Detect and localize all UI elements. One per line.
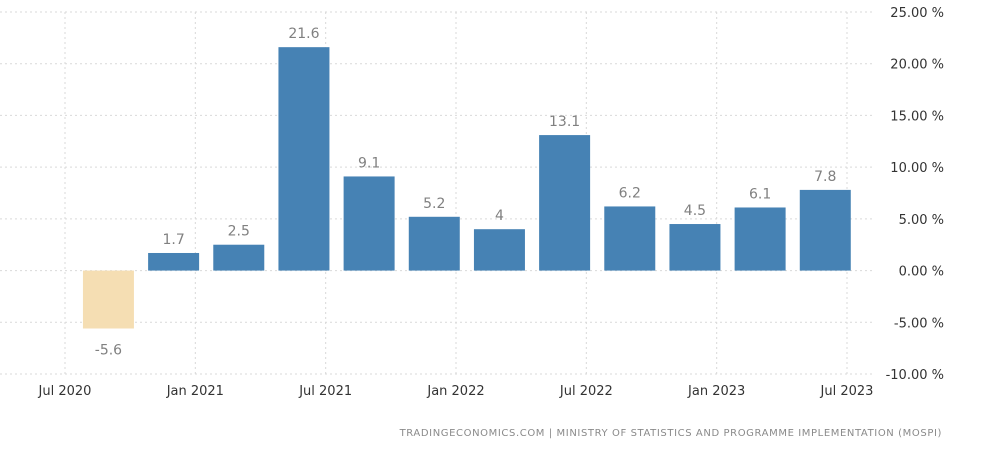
bar-value-label: 5.2 (423, 196, 445, 212)
bar-value-label: 4.5 (684, 203, 706, 219)
bars (82, 47, 851, 329)
y-tick-label: 5.00 % (899, 213, 944, 228)
bar-value-label: 7.8 (814, 169, 836, 185)
y-tick-label: 0.00 % (899, 265, 944, 280)
x-tick-label: Jan 2022 (426, 384, 484, 399)
bar (734, 207, 786, 271)
y-tick-label: 25.00 % (890, 6, 944, 21)
bar (408, 216, 460, 271)
x-tick-label: Jul 2022 (559, 384, 613, 399)
source-credit: TRADINGECONOMICS.COM | MINISTRY OF STATI… (399, 428, 942, 439)
bar-value-label: 6.1 (749, 186, 771, 202)
bar (539, 135, 591, 271)
data-labels: -5.6 1.7 2.5 21.6 9.1 5.2 4 13.1 6.2 4.5 6.1 7.8 (95, 26, 837, 358)
y-axis: 25.00 % 20.00 % 15.00 % 10.00 % 5.00 % 0.00 %… (886, 6, 944, 383)
y-tick-label: 10.00 % (890, 161, 944, 176)
bar-value-label: 2.5 (228, 224, 250, 240)
bar-value-label: 9.1 (358, 155, 380, 171)
bar-value-label: 1.7 (162, 232, 184, 248)
x-tick-label: Jul 2020 (38, 384, 92, 399)
x-tick-label: Jul 2021 (298, 384, 352, 399)
y-tick-label: 15.00 % (890, 109, 944, 124)
x-tick-label: Jul 2023 (820, 384, 874, 399)
bar-value-label: 21.6 (288, 26, 319, 42)
x-tick-label: Jan 2021 (166, 384, 224, 399)
x-tick-label: Jan 2023 (687, 384, 745, 399)
bar-value-label: 13.1 (549, 114, 580, 130)
bar-value-label: 6.2 (619, 185, 641, 201)
bar-value-label: 4 (495, 208, 504, 224)
bar (213, 244, 265, 271)
x-axis: Jul 2020 Jan 2021 Jul 2021 Jan 2022 Jul 2022… (38, 384, 874, 399)
y-tick-label: 20.00 % (890, 58, 944, 73)
bar (604, 206, 656, 271)
bar (473, 229, 525, 271)
bar (82, 270, 134, 329)
bar (278, 47, 330, 271)
bar (799, 189, 851, 271)
bar (148, 252, 200, 271)
y-tick-label: -5.00 % (894, 316, 944, 331)
bar-value-label: -5.6 (95, 342, 122, 358)
bar (669, 224, 721, 271)
bar (343, 176, 395, 271)
y-tick-label: -10.00 % (886, 368, 944, 383)
